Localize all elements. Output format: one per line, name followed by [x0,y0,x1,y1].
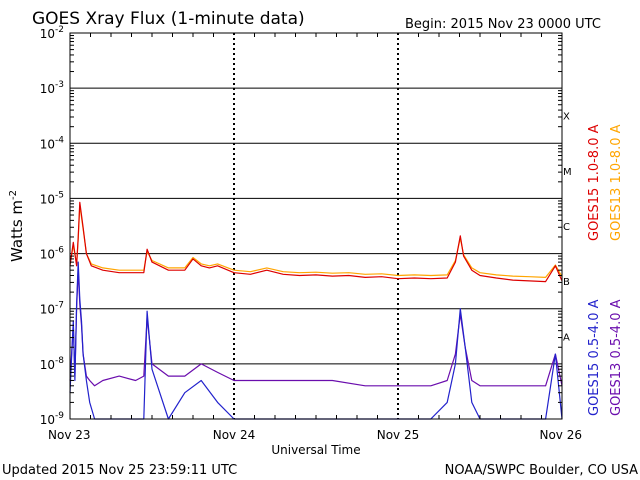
y-tick-exponent-3: -5 [55,190,64,200]
y-tick-label-1: 10-3 [40,80,64,96]
series-line-3 [69,269,563,387]
flare-class-A: A [563,332,570,343]
y-tick-exponent-1: -3 [55,80,64,90]
day-divider-lines [233,33,399,419]
y-tick-label-3: 10-5 [40,190,64,206]
y-axis-label: Watts m-2 [8,190,26,262]
y-tick-base-1: 10 [40,82,55,96]
flare-class-M: M [563,167,572,178]
y-tick-label-2: 10-4 [40,135,65,151]
y-tick-base-7: 10 [40,413,55,427]
updated-text: Updated 2015 Nov 25 23:59:11 UTC [2,463,237,478]
legend-entry-1: GOES13 1.0-8.0 A [609,124,624,241]
y-tick-exponent-4: -6 [55,246,64,256]
x-axis-label: Universal Time [271,443,360,457]
y-tick-exponent-5: -7 [55,301,64,311]
flare-class-B: B [563,277,570,288]
legend-entry-0: GOES15 1.0-8.0 A [587,124,602,241]
x-tick-label-0: Nov 23 [48,428,91,442]
legend-entry-3: GOES13 0.5-4.0 A [609,299,624,416]
y-tick-exponent-6: -8 [55,356,64,366]
series-line-0 [69,201,563,283]
y-tick-label-6: 10-8 [40,356,65,372]
legend: GOES15 1.0-8.0 A GOES13 1.0-8.0 A GOES15 0… [587,124,624,416]
series-line-1 [69,204,563,278]
series-line-2 [69,261,563,420]
plot-frame [69,32,563,420]
legend-entry-2: GOES15 0.5-4.0 A [587,299,602,416]
x-tick-label-1: Nov 24 [213,428,256,442]
y-tick-label-7: 10-9 [40,411,65,427]
y-tick-base-4: 10 [40,248,55,262]
chart-title: GOES Xray Flux (1-minute data) [32,9,305,29]
y-tick-exponent-2: -4 [55,135,64,145]
x-tick-label-2: Nov 25 [377,428,420,442]
x-tick-label-3: Nov 26 [539,428,582,442]
y-tick-base-0: 10 [40,27,55,41]
y-tick-label-0: 10-2 [40,25,64,41]
y-tick-base-5: 10 [40,303,55,317]
y-tick-base-6: 10 [40,358,55,372]
series-lines [69,201,563,420]
y-tick-exponent-7: -9 [55,411,64,421]
y-tick-base-3: 10 [40,192,55,206]
y-tick-label-5: 10-7 [40,301,64,317]
y-tick-base-2: 10 [40,137,55,151]
flare-class-C: C [563,222,570,233]
begin-label: Begin: 2015 Nov 23 0000 UTC [405,17,601,32]
flare-class-labels: X M C B A [563,112,572,344]
y-axis-label-exponent: -2 [8,190,19,200]
grid-lines [70,87,562,365]
credit-text: NOAA/SWPC Boulder, CO USA [445,463,638,478]
flare-class-X: X [563,112,570,123]
y-axis-label-text: Watts m [8,200,26,262]
y-tick-exponent-0: -2 [55,25,64,35]
y-tick-label-4: 10-6 [40,246,65,262]
